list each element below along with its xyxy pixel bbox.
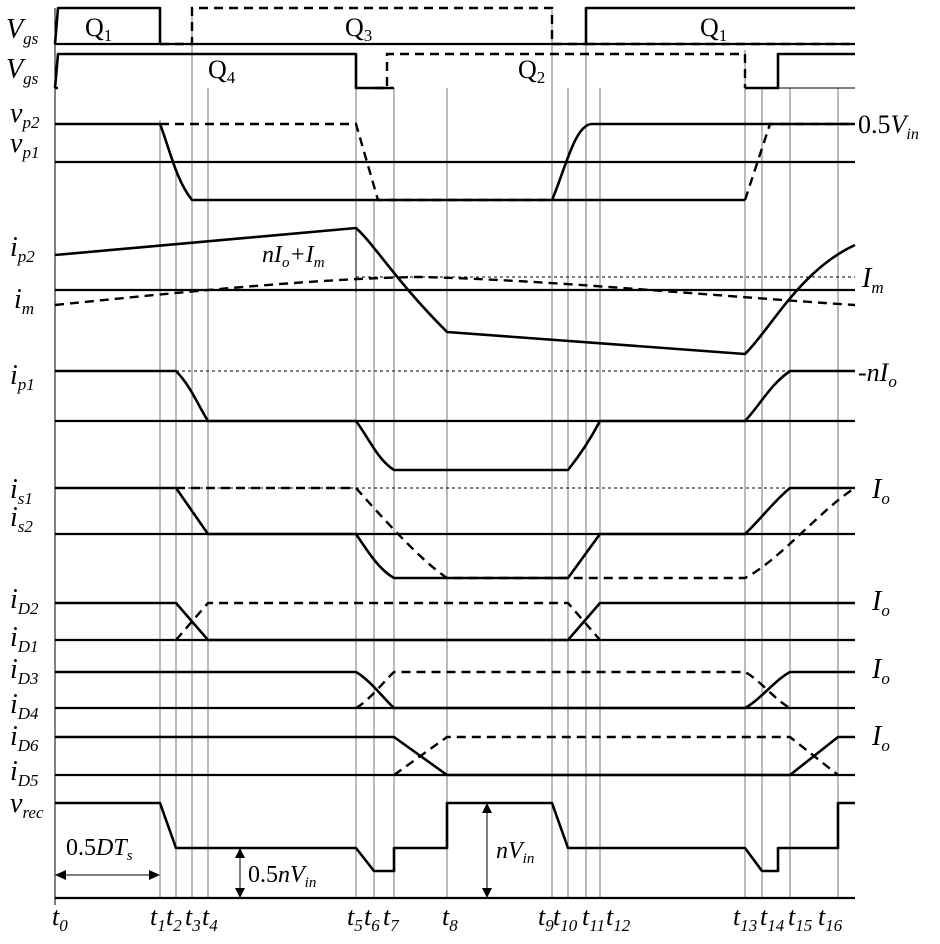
time-label-t15: t15 xyxy=(788,902,812,935)
label-q1-first: Q1 xyxy=(85,13,112,45)
annotations: nIo+Im 0.5DTs 0.5nVin nVin xyxy=(66,242,534,891)
time-label-t10: t10 xyxy=(553,902,578,935)
label-id6: iD6 xyxy=(10,721,39,755)
id56-waves xyxy=(55,735,855,777)
signal-labels: Vgs Vgs vp2 vp1 ip2 im ip1 is1 is2 iD2 i… xyxy=(6,14,44,822)
label-vrec: vrec xyxy=(10,788,44,822)
label-vp2: vp2 xyxy=(10,98,40,132)
wave-vp1-dash xyxy=(160,122,552,202)
wave-ip2 xyxy=(54,226,856,356)
time-label-t2: t2 xyxy=(166,902,182,935)
label-is1: is1 xyxy=(10,474,33,508)
time-label-t8: t8 xyxy=(442,902,458,935)
nvin-arrow-up xyxy=(482,803,492,813)
label-io-1: Io xyxy=(871,474,890,508)
wave-ip1 xyxy=(55,369,855,472)
label-half-vin: 0.5Vin xyxy=(858,110,919,143)
time-label-t5: t5 xyxy=(347,902,363,935)
label-half-nvin: 0.5nVin xyxy=(248,862,316,891)
time-label-t1: t1 xyxy=(150,902,166,935)
label-id4: iD4 xyxy=(10,689,39,723)
time-axis-labels: t0 t1 t2 t3 t4 t5 t6 t7 t8 t9 t10 t11 t12 t13 t14 t15 t1… xyxy=(52,902,843,935)
wave-is1 xyxy=(55,486,855,580)
label-q2: Q2 xyxy=(518,55,545,87)
dts-arrow-left xyxy=(55,870,66,880)
wave-q1-first xyxy=(53,6,162,45)
label-q1-second: Q1 xyxy=(700,13,727,45)
label-nio-level: -nIo xyxy=(858,358,897,391)
is-waves xyxy=(55,486,856,580)
label-is2: is2 xyxy=(10,502,33,536)
wave-q4-second xyxy=(745,52,855,90)
label-vgs-b: Vgs xyxy=(6,54,39,88)
level-labels: 0.5Vin Im -nIo Io Io Io Io xyxy=(858,110,919,755)
wave-q1-second xyxy=(584,6,855,44)
label-io-2: Io xyxy=(871,586,890,620)
wave-id5 xyxy=(393,735,839,776)
time-label-t14: t14 xyxy=(760,902,785,935)
label-ip1: ip1 xyxy=(10,360,35,394)
switch-labels: Q1 Q3 Q1 Q4 Q2 xyxy=(85,13,727,87)
id34-waves xyxy=(55,670,855,710)
label-id2: iD2 xyxy=(10,584,39,618)
label-im: im xyxy=(14,284,34,318)
wave-id4 xyxy=(355,670,791,710)
label-vgs-a: Vgs xyxy=(6,14,39,48)
time-label-t6: t6 xyxy=(364,902,380,935)
dts-arrow-right xyxy=(149,870,160,880)
label-id5: iD5 xyxy=(10,756,39,790)
wave-vrec xyxy=(55,801,855,873)
time-label-t9: t9 xyxy=(538,902,554,935)
halfnvin-arrow-up xyxy=(235,848,245,858)
wave-id6 xyxy=(55,735,855,777)
measure-arrows xyxy=(55,803,492,898)
label-dts: 0.5DTs xyxy=(66,835,133,864)
baselines xyxy=(54,8,855,905)
vp-waves xyxy=(55,122,855,202)
wave-q3 xyxy=(160,6,586,46)
time-label-t13: t13 xyxy=(733,902,757,935)
label-io-3: Io xyxy=(871,654,890,688)
time-label-t7: t7 xyxy=(383,902,400,935)
nvin-arrow-down xyxy=(482,888,492,898)
label-peak: nIo+Im xyxy=(262,242,325,271)
wave-q4 xyxy=(53,52,394,90)
halfnvin-arrow-down xyxy=(235,888,245,898)
vrec-wave xyxy=(55,801,855,873)
wave-q2 xyxy=(374,52,747,90)
wave-im xyxy=(54,275,856,307)
ip1-waves xyxy=(55,369,855,472)
label-id1: iD1 xyxy=(10,622,39,656)
ip2-im-waves xyxy=(54,226,856,356)
label-id3: iD3 xyxy=(10,654,39,688)
label-io-4: Io xyxy=(871,721,890,755)
label-q3: Q3 xyxy=(345,13,372,45)
id12-waves xyxy=(55,601,855,642)
wave-id1 xyxy=(175,601,601,641)
wave-id2 xyxy=(55,601,855,642)
label-nvin: nVin xyxy=(496,838,534,867)
time-label-t16: t16 xyxy=(818,902,843,935)
wave-id3 xyxy=(55,670,855,710)
time-label-t3: t3 xyxy=(185,902,201,935)
time-label-t0: t0 xyxy=(52,902,68,935)
label-ip2: ip2 xyxy=(10,232,35,266)
time-grid xyxy=(159,10,839,898)
wave-vp2 xyxy=(55,122,855,202)
gate-signals xyxy=(53,6,855,90)
label-q4: Q4 xyxy=(208,55,236,87)
time-label-t12: t12 xyxy=(606,902,631,935)
label-im-level: Im xyxy=(861,263,884,297)
label-vp1: vp1 xyxy=(10,128,39,162)
wave-vp1-dash-b xyxy=(743,122,855,201)
time-label-t4: t4 xyxy=(202,902,218,935)
wave-is2 xyxy=(176,486,856,580)
time-label-t11: t11 xyxy=(582,902,605,935)
